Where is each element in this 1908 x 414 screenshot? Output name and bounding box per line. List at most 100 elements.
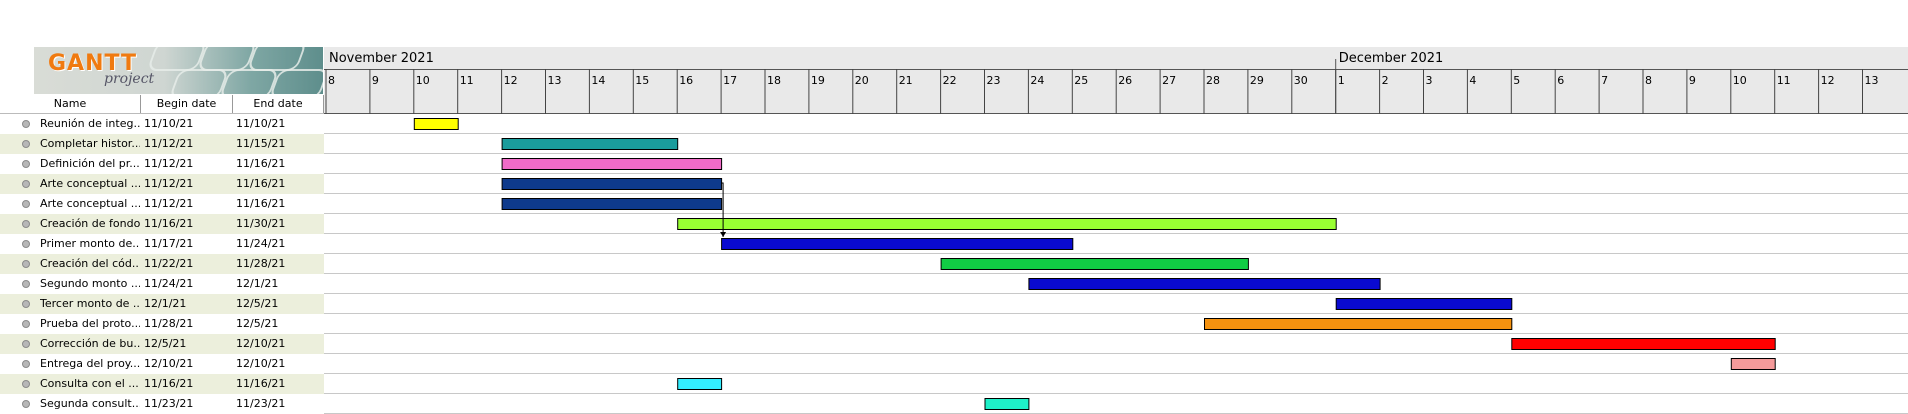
task-name: Arte conceptual ... xyxy=(40,197,140,210)
table-row[interactable]: Segunda consult... 11/23/21 11/23/21 xyxy=(0,394,324,414)
task-end-date: 11/16/21 xyxy=(236,197,286,210)
day-label: 8 xyxy=(1645,74,1652,87)
task-end-date: 11/24/21 xyxy=(236,237,286,250)
task-begin-date: 11/23/21 xyxy=(144,397,194,410)
task-bar xyxy=(677,378,723,390)
task-bar xyxy=(1335,298,1513,310)
column-header-begin-date[interactable]: Begin date xyxy=(141,95,233,113)
day-label: 7 xyxy=(1601,74,1608,87)
day-label: 14 xyxy=(591,74,605,87)
table-row[interactable]: Primer monto de... 11/17/21 11/24/21 xyxy=(0,234,324,254)
task-bar xyxy=(501,138,679,150)
task-name: Consulta con el ... xyxy=(40,377,139,390)
task-bullet-icon xyxy=(22,240,30,248)
table-row[interactable]: Definición del pr... 11/12/21 11/16/21 xyxy=(0,154,324,174)
task-name: Prueba del proto... xyxy=(40,317,140,330)
task-end-date: 11/28/21 xyxy=(236,257,286,270)
day-label: 20 xyxy=(855,74,869,87)
day-label: 3 xyxy=(1426,74,1433,87)
day-label: 4 xyxy=(1469,74,1476,87)
day-label: 19 xyxy=(811,74,825,87)
task-bar xyxy=(940,258,1249,270)
task-end-date: 11/16/21 xyxy=(236,157,286,170)
table-row[interactable]: Tercer monto de ... 12/1/21 12/5/21 xyxy=(0,294,324,314)
day-label: 17 xyxy=(723,74,737,87)
table-row[interactable]: Reunión de integ... 11/10/21 11/10/21 xyxy=(0,114,324,134)
day-label: 9 xyxy=(372,74,379,87)
table-row[interactable]: Creación del cód... 11/22/21 11/28/21 xyxy=(0,254,324,274)
day-label: 21 xyxy=(899,74,913,87)
day-label: 22 xyxy=(943,74,957,87)
table-row[interactable]: Consulta con el ... 11/16/21 11/16/21 xyxy=(0,374,324,394)
task-bar xyxy=(501,198,723,210)
task-bar xyxy=(677,218,1337,230)
day-label: 10 xyxy=(416,74,430,87)
day-label: 1 xyxy=(1338,74,1345,87)
task-bullet-icon xyxy=(22,360,30,368)
task-name: Segundo monto ... xyxy=(40,277,140,290)
table-row[interactable]: Arte conceptual ... 11/12/21 11/16/21 xyxy=(0,174,324,194)
task-end-date: 12/5/21 xyxy=(236,297,279,310)
day-label: 30 xyxy=(1294,74,1308,87)
task-begin-date: 11/28/21 xyxy=(144,317,194,330)
task-bullet-icon xyxy=(22,320,30,328)
column-header-name[interactable]: Name xyxy=(0,95,141,113)
task-bar xyxy=(1730,358,1776,370)
table-row[interactable]: Creación de fondo 11/16/21 11/30/21 xyxy=(0,214,324,234)
task-begin-date: 12/5/21 xyxy=(144,337,187,350)
task-bullet-icon xyxy=(22,340,30,348)
task-begin-date: 11/17/21 xyxy=(144,237,194,250)
table-row[interactable]: Entrega del proy... 12/10/21 12/10/21 xyxy=(0,354,324,374)
day-label: 24 xyxy=(1030,74,1044,87)
day-label: 28 xyxy=(1206,74,1220,87)
day-label: 23 xyxy=(987,74,1001,87)
task-end-date: 12/10/21 xyxy=(236,357,286,370)
task-name: Creación de fondo xyxy=(40,217,140,230)
gantt-chart[interactable]: November 2021 December 2021 8 9 10 11 12 13 14 15… xyxy=(324,47,1908,414)
month-label: November 2021 xyxy=(329,51,434,66)
task-bar xyxy=(1204,318,1513,330)
day-label: 2 xyxy=(1382,74,1389,87)
task-name: Segunda consult... xyxy=(40,397,140,410)
task-bar xyxy=(1511,338,1776,350)
task-end-date: 11/23/21 xyxy=(236,397,286,410)
logo-subtitle: project xyxy=(104,71,155,87)
task-bullet-icon xyxy=(22,380,30,388)
day-label: 13 xyxy=(548,74,562,87)
task-name: Arte conceptual ... xyxy=(40,177,140,190)
table-row[interactable]: Corrección de bu... 12/5/21 12/10/21 xyxy=(0,334,324,354)
task-begin-date: 11/24/21 xyxy=(144,277,194,290)
day-label: 12 xyxy=(1821,74,1835,87)
task-bullet-icon xyxy=(22,140,30,148)
task-end-date: 11/15/21 xyxy=(236,137,286,150)
table-row[interactable]: Segundo monto ... 11/24/21 12/1/21 xyxy=(0,274,324,294)
task-bullet-icon xyxy=(22,160,30,168)
day-label: 18 xyxy=(767,74,781,87)
day-label: 15 xyxy=(635,74,649,87)
table-row[interactable]: Prueba del proto... 11/28/21 12/5/21 xyxy=(0,314,324,334)
column-header-end-date[interactable]: End date xyxy=(233,95,324,113)
day-label: 25 xyxy=(1074,74,1088,87)
task-begin-date: 11/16/21 xyxy=(144,377,194,390)
day-label: 8 xyxy=(328,74,335,87)
task-begin-date: 11/12/21 xyxy=(144,157,194,170)
task-end-date: 11/16/21 xyxy=(236,377,286,390)
task-begin-date: 11/12/21 xyxy=(144,177,194,190)
task-bar xyxy=(501,158,723,170)
task-bullet-icon xyxy=(22,300,30,308)
task-name: Completar histor... xyxy=(40,137,140,150)
table-row[interactable]: Completar histor... 11/12/21 11/15/21 xyxy=(0,134,324,154)
task-bullet-icon xyxy=(22,200,30,208)
task-bullet-icon xyxy=(22,280,30,288)
task-bar xyxy=(1028,278,1381,290)
day-label: 26 xyxy=(1118,74,1132,87)
table-row[interactable]: Arte conceptual ... 11/12/21 11/16/21 xyxy=(0,194,324,214)
day-label: 16 xyxy=(679,74,693,87)
task-name: Creación del cód... xyxy=(40,257,140,270)
day-label: 29 xyxy=(1250,74,1264,87)
task-name: Primer monto de... xyxy=(40,237,140,250)
task-bar xyxy=(721,238,1074,250)
task-bullet-icon xyxy=(22,220,30,228)
task-begin-date: 12/1/21 xyxy=(144,297,187,310)
